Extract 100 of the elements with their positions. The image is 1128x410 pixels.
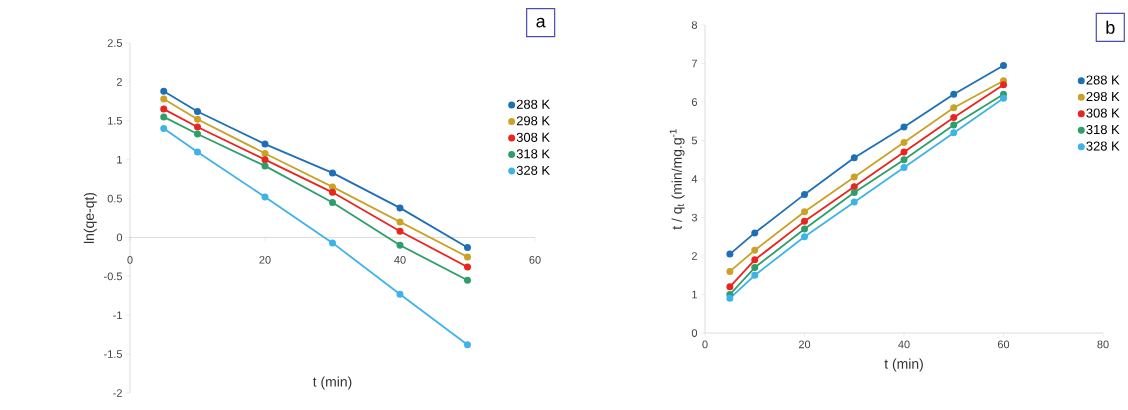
- y-axis-title: ln(qe-qt): [83, 192, 97, 244]
- point: [1000, 61, 1008, 69]
- point: [726, 294, 734, 302]
- point: [464, 276, 471, 284]
- text: a: [536, 17, 546, 28]
- point: [751, 264, 759, 272]
- point: [464, 341, 471, 349]
- point: [850, 198, 858, 206]
- point: [160, 125, 168, 133]
- point: [751, 229, 759, 237]
- point: [160, 87, 168, 95]
- point: [329, 188, 336, 196]
- point: [900, 163, 908, 171]
- point: [329, 198, 336, 206]
- legend-label: 308 K: [1086, 108, 1120, 118]
- point: [160, 113, 168, 121]
- point: [950, 113, 958, 121]
- point: [464, 263, 471, 271]
- point: [900, 123, 908, 131]
- y-tick-label: 1.5: [108, 116, 123, 125]
- point: [464, 244, 471, 252]
- point: [950, 104, 958, 112]
- x-tick-label: 0: [702, 340, 708, 349]
- y-tick-label: 0: [116, 233, 123, 242]
- point: [751, 246, 759, 254]
- y-tick-label: 1: [692, 290, 697, 299]
- legend-label: 288 K: [1086, 75, 1120, 85]
- point: [464, 253, 471, 261]
- point: [396, 218, 404, 226]
- point: [1000, 94, 1008, 102]
- point: [950, 129, 958, 137]
- x-axis-title: t (min): [884, 358, 923, 372]
- y-tick-label: 1: [117, 155, 122, 164]
- point: [850, 173, 858, 181]
- point: [850, 154, 858, 162]
- y-tick-label: 2: [116, 78, 122, 86]
- text: b: [1106, 20, 1115, 34]
- point: [194, 115, 201, 123]
- point: [751, 271, 759, 279]
- y-tick-label: 7: [691, 59, 697, 68]
- point: [396, 241, 404, 249]
- x-tick-label: 0: [127, 255, 133, 264]
- point: [261, 162, 269, 170]
- point: [329, 169, 336, 177]
- y-tick-label: 8: [691, 21, 697, 29]
- y-tick-label: -1: [113, 311, 122, 319]
- point: [194, 107, 201, 115]
- y-tick-label: 5: [691, 136, 698, 145]
- point: [801, 225, 809, 233]
- y-tick-label: -2: [113, 389, 122, 397]
- point: [950, 121, 958, 129]
- y-tick-label: 2.5: [107, 39, 123, 47]
- y-axis-title: t / q$_{t}$ (min/mg.g$^{-1}$: [669, 129, 685, 230]
- legend-label: 288 K: [516, 99, 550, 109]
- y-tick-label: 6: [691, 98, 697, 106]
- point: [726, 283, 734, 291]
- point: [329, 239, 336, 247]
- point: [261, 140, 269, 148]
- x-tick-label: 40: [898, 340, 910, 349]
- point: [261, 193, 269, 201]
- x-tick-label: 60: [529, 255, 541, 264]
- point: [261, 149, 269, 157]
- point: [726, 250, 734, 258]
- point: [396, 204, 404, 212]
- legend-label: 298 K: [516, 116, 550, 126]
- x-tick-label: 20: [798, 340, 811, 349]
- point: [396, 290, 404, 298]
- point: [801, 233, 809, 241]
- x-axis-title: t (min): [312, 376, 352, 390]
- point: [900, 138, 908, 146]
- point: [1000, 81, 1008, 89]
- legend-label: 318 K: [1086, 124, 1120, 135]
- y-tick-label: 3: [691, 213, 697, 222]
- point: [751, 256, 759, 264]
- point: [850, 183, 858, 191]
- y-tick-label: 0.5: [107, 194, 123, 203]
- point: [850, 188, 858, 196]
- point: [194, 130, 201, 138]
- point: [801, 217, 809, 225]
- y-tick-label: -0.5: [104, 272, 123, 281]
- legend-label: 308 K: [516, 132, 550, 142]
- point: [726, 267, 734, 275]
- point: [801, 190, 809, 198]
- legend-label: 328 K: [516, 165, 550, 175]
- point: [261, 156, 269, 164]
- legend-label: 328 K: [1086, 141, 1120, 151]
- y-tick-label: 2: [691, 252, 697, 260]
- point: [801, 208, 809, 216]
- point: [900, 148, 908, 156]
- legend-label: 318 K: [516, 149, 550, 159]
- point: [396, 227, 404, 235]
- point: [900, 156, 908, 164]
- point: [160, 105, 168, 113]
- point: [160, 95, 168, 103]
- x-tick-label: 20: [259, 255, 271, 264]
- point: [329, 183, 336, 191]
- legend-label: 298 K: [1086, 91, 1120, 102]
- x-tick-label: 40: [394, 255, 406, 264]
- point: [194, 148, 201, 156]
- point: [194, 123, 201, 131]
